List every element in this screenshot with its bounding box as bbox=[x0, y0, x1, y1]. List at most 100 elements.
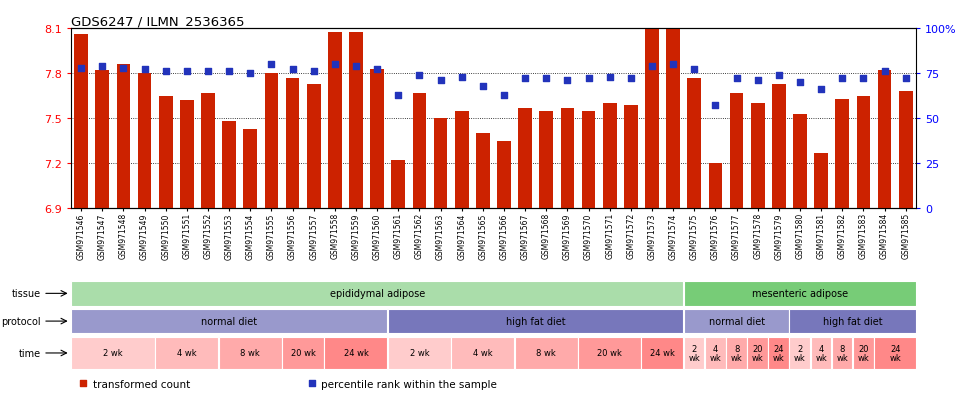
Bar bbox=[832, 337, 853, 369]
Point bbox=[390, 92, 406, 99]
Bar bbox=[709, 164, 722, 209]
Point bbox=[221, 69, 237, 75]
Text: normal diet: normal diet bbox=[201, 316, 257, 326]
Text: 4 wk: 4 wk bbox=[177, 349, 197, 358]
Bar bbox=[582, 111, 596, 209]
Text: time: time bbox=[19, 348, 41, 358]
Point bbox=[116, 65, 131, 72]
Point bbox=[729, 76, 745, 83]
Bar bbox=[684, 281, 916, 306]
Point bbox=[877, 69, 893, 75]
Bar bbox=[307, 84, 320, 209]
Bar bbox=[726, 337, 747, 369]
Bar bbox=[772, 84, 786, 209]
Bar bbox=[455, 111, 468, 209]
Bar bbox=[814, 153, 828, 209]
Bar bbox=[391, 161, 405, 209]
Point bbox=[538, 76, 554, 83]
Text: GDS6247 / ILMN_2536365: GDS6247 / ILMN_2536365 bbox=[71, 15, 244, 28]
Bar bbox=[71, 281, 683, 306]
Point bbox=[750, 78, 765, 84]
Bar bbox=[434, 119, 448, 209]
Bar bbox=[857, 96, 870, 209]
Point bbox=[856, 76, 871, 83]
Bar bbox=[413, 93, 426, 209]
Text: epididymal adipose: epididymal adipose bbox=[329, 289, 424, 299]
Bar bbox=[730, 93, 744, 209]
Point bbox=[348, 63, 364, 70]
Point bbox=[304, 380, 319, 387]
Text: mesenteric adipose: mesenteric adipose bbox=[752, 289, 848, 299]
Point bbox=[475, 83, 491, 90]
Bar bbox=[138, 74, 152, 209]
Bar bbox=[874, 337, 916, 369]
Bar bbox=[74, 35, 88, 209]
Bar bbox=[451, 337, 514, 369]
Bar bbox=[645, 29, 659, 209]
Point bbox=[74, 65, 89, 72]
Text: 2 wk: 2 wk bbox=[103, 349, 122, 358]
Text: high fat diet: high fat diet bbox=[506, 316, 565, 326]
Bar bbox=[328, 33, 342, 209]
Point bbox=[454, 74, 469, 81]
Bar bbox=[201, 93, 215, 209]
Point bbox=[898, 76, 913, 83]
Bar bbox=[687, 78, 701, 209]
Bar bbox=[388, 309, 683, 334]
Text: normal diet: normal diet bbox=[709, 316, 764, 326]
Point bbox=[327, 62, 343, 68]
Point bbox=[179, 69, 195, 75]
Text: 24
wk: 24 wk bbox=[773, 344, 785, 363]
Bar bbox=[768, 337, 789, 369]
Text: transformed count: transformed count bbox=[92, 380, 190, 389]
Point bbox=[834, 76, 850, 83]
Point bbox=[285, 67, 301, 74]
Point bbox=[200, 69, 216, 75]
Bar bbox=[222, 122, 236, 209]
Bar bbox=[159, 96, 172, 209]
Bar bbox=[95, 71, 109, 209]
Text: 2
wk: 2 wk bbox=[794, 344, 806, 363]
Text: 20 wk: 20 wk bbox=[291, 349, 316, 358]
Bar bbox=[71, 337, 155, 369]
Point bbox=[496, 92, 512, 99]
Text: high fat diet: high fat diet bbox=[823, 316, 883, 326]
Point bbox=[771, 72, 787, 79]
Text: 2 wk: 2 wk bbox=[410, 349, 429, 358]
Point bbox=[686, 67, 702, 74]
Bar bbox=[370, 69, 384, 209]
Text: 20 wk: 20 wk bbox=[597, 349, 622, 358]
Bar bbox=[282, 337, 323, 369]
Point bbox=[708, 103, 723, 109]
Text: 20
wk: 20 wk bbox=[752, 344, 763, 363]
Bar bbox=[790, 309, 916, 334]
Text: 4 wk: 4 wk bbox=[473, 349, 493, 358]
Bar bbox=[747, 337, 768, 369]
Bar bbox=[219, 337, 281, 369]
Bar bbox=[899, 92, 912, 209]
Point bbox=[369, 67, 385, 74]
Bar bbox=[514, 337, 577, 369]
Text: 4
wk: 4 wk bbox=[815, 344, 827, 363]
Bar bbox=[790, 337, 810, 369]
Bar bbox=[243, 129, 257, 209]
Point bbox=[137, 67, 153, 74]
Bar bbox=[518, 108, 532, 209]
Point bbox=[433, 78, 449, 84]
Bar bbox=[155, 337, 219, 369]
Point bbox=[792, 79, 808, 86]
Bar bbox=[624, 105, 638, 209]
Point bbox=[560, 78, 575, 84]
Text: 8
wk: 8 wk bbox=[731, 344, 743, 363]
Bar bbox=[578, 337, 641, 369]
Bar bbox=[561, 108, 574, 209]
Text: 2
wk: 2 wk bbox=[688, 344, 700, 363]
Point bbox=[517, 76, 533, 83]
Text: 8
wk: 8 wk bbox=[836, 344, 848, 363]
Text: 4
wk: 4 wk bbox=[710, 344, 721, 363]
Point bbox=[158, 69, 173, 75]
Text: 24 wk: 24 wk bbox=[650, 349, 675, 358]
Text: protocol: protocol bbox=[1, 316, 41, 326]
Bar bbox=[835, 99, 849, 209]
Point bbox=[242, 71, 258, 77]
